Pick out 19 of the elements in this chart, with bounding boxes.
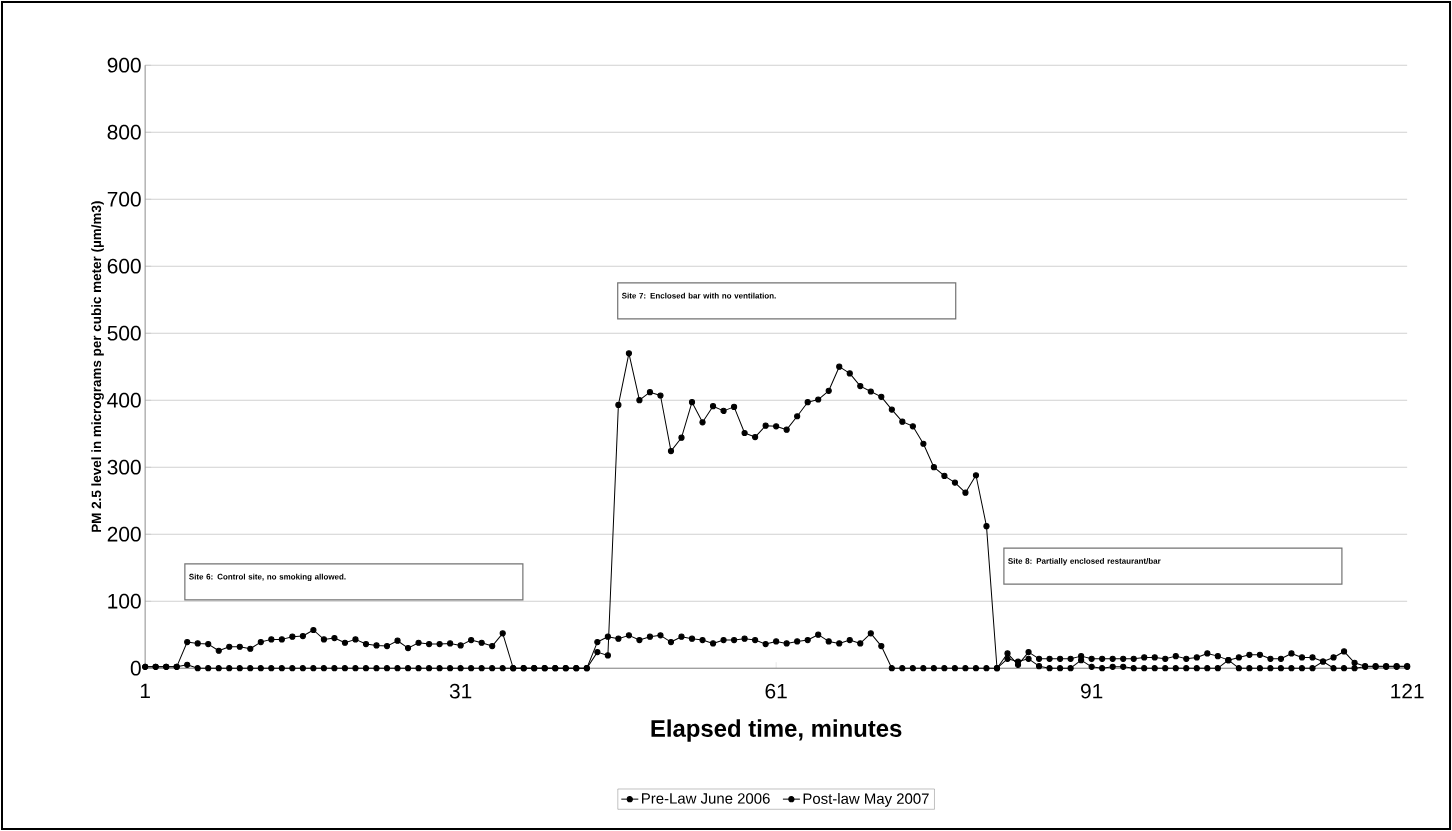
y-tick-label: 300 <box>107 459 141 475</box>
x-tick-label: 121 <box>1391 683 1424 699</box>
y-tick-label: 100 <box>108 593 141 609</box>
x-axis-title: Elapsed time, minutes <box>651 719 902 742</box>
y-tick-label: 900 <box>107 57 141 73</box>
x-tick-label: 91 <box>1081 683 1103 699</box>
legend-label: Post-law May 2007 <box>803 792 929 807</box>
y-tick-label: 400 <box>107 392 141 408</box>
legend-label: Pre-Law June 2006 <box>642 793 770 804</box>
y-tick-label: 500 <box>107 325 141 341</box>
x-tick-label: 31 <box>449 683 472 699</box>
y-tick-label: 600 <box>107 258 141 274</box>
y-tick-label: 700 <box>107 191 141 207</box>
y-tick-label: 0 <box>130 660 141 676</box>
y-tick-label: 800 <box>107 124 141 140</box>
y-axis-title: PM 2.5 level in micrograms per cubic meter (µm/m3) <box>91 201 104 532</box>
x-tick-label: 1 <box>140 683 150 699</box>
x-tick-label: 61 <box>765 683 787 699</box>
y-tick-label: 200 <box>107 526 141 542</box>
